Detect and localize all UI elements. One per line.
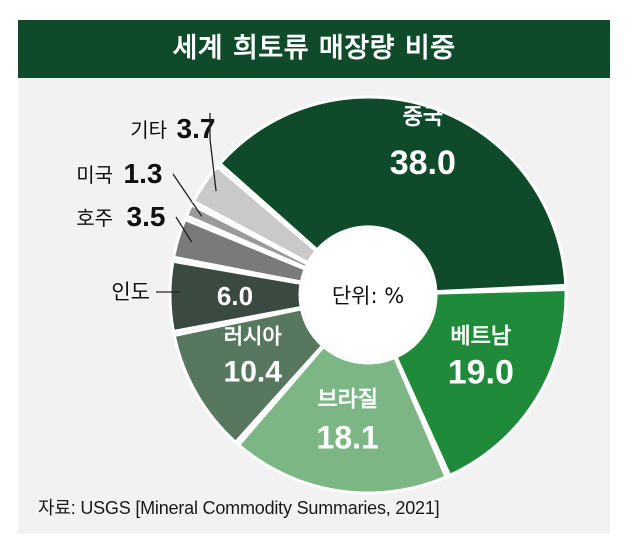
slice-value-미국: 1.3 xyxy=(124,158,163,189)
slice-value-기타: 3.7 xyxy=(177,113,216,144)
slice-value-호주: 3.5 xyxy=(127,201,166,232)
slice-label-미국: 미국 xyxy=(76,163,113,187)
slice-중국 xyxy=(217,95,568,294)
donut-hole xyxy=(302,229,434,361)
leader-line-기타 xyxy=(209,113,217,192)
slice-label-브라질: 브라질 xyxy=(317,387,378,412)
slice-value-러시아: 10.4 xyxy=(224,355,283,388)
slice-label-베트남: 베트남 xyxy=(450,324,511,349)
slice-label-기타: 기타 xyxy=(130,118,167,142)
slice-value-중국: 38.0 xyxy=(390,144,456,182)
slice-value-브라질: 18.1 xyxy=(317,419,379,455)
slice-기타 xyxy=(191,164,319,265)
slice-베트남 xyxy=(394,287,568,478)
source-note: 자료: USGS [Mineral Commodity Summaries, 2… xyxy=(38,498,440,518)
slice-label-호주: 호주 xyxy=(76,206,113,230)
slice-러시아 xyxy=(172,307,325,445)
slice-label-중국: 중국 xyxy=(403,105,443,130)
slice-value-인도: 6.0 xyxy=(217,281,253,311)
slice-label-러시아: 러시아 xyxy=(224,324,283,348)
leader-line-호주 xyxy=(175,216,193,243)
center-unit-label: 단위: % xyxy=(332,284,404,308)
leader-line-미국 xyxy=(172,173,203,217)
slice-value-베트남: 19.0 xyxy=(448,353,514,391)
chart-title: 세계 희토류 매장량 비중 xyxy=(18,20,610,78)
slice-인도 xyxy=(168,259,303,334)
slice-label-인도: 인도 xyxy=(111,280,150,304)
slice-브라질 xyxy=(236,344,448,495)
